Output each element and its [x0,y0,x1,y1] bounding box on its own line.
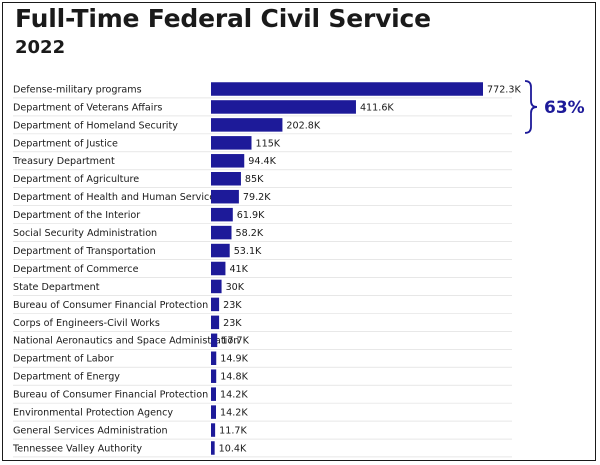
category-label: Department of Homeland Security [13,120,178,131]
annotation-percent: 63% [544,98,585,118]
bar [211,297,220,312]
bar [211,387,217,401]
bar [211,243,230,258]
annotation-bracket [524,80,538,134]
category-label: State Department [13,282,100,293]
bar [211,423,216,437]
bar [211,279,222,294]
bar [211,225,232,240]
chart-subtitle: 2022 [15,37,66,58]
category-label: Treasury Department [12,156,115,167]
category-label: Department of Agriculture [13,174,139,185]
category-label: Department of Labor [13,354,114,365]
value-label: 14.2K [220,390,248,401]
value-label: 23K [223,318,242,329]
category-label: Defense-military programs [13,84,142,95]
value-label: 14.8K [220,372,248,383]
value-label: 79.2K [243,192,271,203]
bar [211,189,239,204]
category-label: Department of Health and Human Services [13,192,220,203]
bar [211,315,220,330]
bar [211,333,218,348]
value-label: 14.2K [220,408,248,419]
category-label: Corps of Engineers-Civil Works [13,318,160,329]
category-label: National Aeronautics and Space Administr… [13,336,239,347]
value-label: 11.7K [219,425,247,436]
bar [211,172,241,186]
bar [211,154,245,168]
value-label: 115K [256,138,281,149]
bar [211,118,283,132]
category-label: Department of Veterans Affairs [13,102,162,113]
value-label: 202.8K [286,120,320,131]
category-label: Environmental Protection Agency [13,408,173,419]
value-label: 23K [223,300,242,311]
value-label: 61.9K [237,210,265,221]
value-label: 58.2K [235,228,263,239]
value-label: 14.9K [220,354,248,365]
category-label: Department of Energy [13,372,120,383]
value-label: 772.3K [487,84,521,95]
bar [211,100,356,114]
bar [211,261,226,276]
category-label: Department of Commerce [13,264,139,275]
bar [211,82,483,96]
value-label: 411.6K [360,102,394,113]
category-label: Department of Justice [13,138,118,149]
category-label: Tennessee Valley Authority [12,443,142,454]
value-label: 10.4K [219,443,247,454]
category-label: Bureau of Consumer Financial Protection [13,390,208,401]
bar [211,207,233,222]
category-label: Department of Transportation [13,246,156,257]
bar [211,136,252,150]
bar [211,441,215,455]
category-label: General Services Administration [13,425,168,436]
chart-title: Full-Time Federal Civil Service [15,4,431,33]
value-label: 41K [229,264,248,275]
value-label: 94.4K [248,156,276,167]
value-label: 53.1K [234,246,262,257]
value-label: 30K [226,282,245,293]
category-label: Department of the Interior [13,210,140,221]
chart-frame: Full-Time Federal Civil Service 2022 [2,2,596,461]
bar [211,405,217,419]
category-label: Bureau of Consumer Financial Protection [13,300,208,311]
value-label: 17.7K [221,336,249,347]
value-label: 85K [245,174,264,185]
bar [211,351,217,365]
category-label: Social Security Administration [13,228,157,239]
bar [211,369,217,383]
